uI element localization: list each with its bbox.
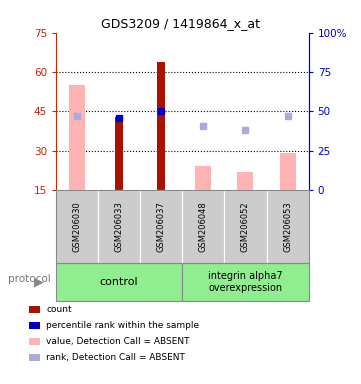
Text: GSM206053: GSM206053 [283,201,292,252]
Text: ▶: ▶ [34,276,44,289]
Text: GSM206033: GSM206033 [115,201,123,252]
Text: integrin alpha7
overexpression: integrin alpha7 overexpression [208,271,283,293]
Text: value, Detection Call = ABSENT: value, Detection Call = ABSENT [46,337,190,346]
Bar [115,117,123,190]
Text: control: control [100,277,138,287]
Bar [279,153,296,190]
Text: GSM206037: GSM206037 [157,201,166,252]
Text: rank, Detection Call = ABSENT: rank, Detection Call = ABSENT [46,353,185,362]
Text: GSM206030: GSM206030 [73,201,82,252]
Text: percentile rank within the sample: percentile rank within the sample [46,321,199,330]
Bar [69,85,85,190]
Bar [157,61,165,190]
Text: GSM206052: GSM206052 [241,201,250,252]
Text: GSM206048: GSM206048 [199,201,208,252]
Text: GDS3209 / 1419864_x_at: GDS3209 / 1419864_x_at [101,17,260,30]
Bar [238,172,253,190]
Text: protocol: protocol [8,274,51,284]
Bar [195,167,211,190]
Text: count: count [46,305,72,314]
